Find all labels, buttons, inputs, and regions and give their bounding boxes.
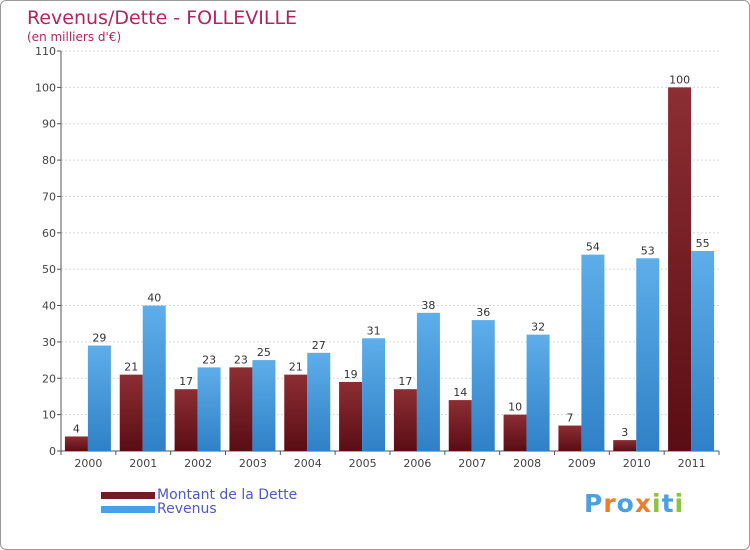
proxiti-logo: Proxiti bbox=[584, 489, 684, 518]
data-label-dette: 21 bbox=[124, 361, 138, 374]
x-tick-label: 2009 bbox=[568, 457, 596, 470]
y-tick-label: 60 bbox=[42, 227, 56, 240]
logo-letter: t bbox=[661, 489, 675, 518]
data-label-revenus: 53 bbox=[641, 244, 655, 257]
bar-revenus bbox=[362, 338, 386, 451]
x-tick-label: 2007 bbox=[458, 457, 486, 470]
bar-dette bbox=[64, 436, 88, 451]
y-tick-label: 100 bbox=[35, 81, 56, 94]
data-label-dette: 19 bbox=[344, 368, 358, 381]
x-tick-label: 2000 bbox=[74, 457, 102, 470]
bar-dette bbox=[393, 389, 417, 451]
data-label-dette: 17 bbox=[179, 375, 193, 388]
x-tick-label: 2005 bbox=[349, 457, 377, 470]
bar-revenus bbox=[87, 345, 111, 451]
y-tick-label: 20 bbox=[42, 372, 56, 385]
x-tick-label: 2002 bbox=[184, 457, 212, 470]
data-label-revenus: 29 bbox=[92, 332, 106, 345]
bar-dette bbox=[668, 87, 692, 451]
bar-revenus bbox=[471, 320, 495, 451]
x-tick-label: 2003 bbox=[239, 457, 267, 470]
data-label-dette: 21 bbox=[289, 361, 303, 374]
y-tick-label: 10 bbox=[42, 409, 56, 422]
x-tick-label: 2011 bbox=[678, 457, 706, 470]
bar-revenus bbox=[636, 258, 660, 451]
data-label-revenus: 23 bbox=[202, 353, 216, 366]
bar-dette bbox=[229, 367, 253, 451]
chart-title: Revenus/Dette - FOLLEVILLE bbox=[27, 7, 298, 29]
legend-label-dette: Montant de la Dette bbox=[157, 487, 298, 503]
y-tick-label: 40 bbox=[42, 300, 56, 313]
data-label-revenus: 27 bbox=[312, 339, 326, 352]
bar-revenus bbox=[416, 312, 440, 451]
legend-swatch-dette bbox=[101, 492, 155, 499]
x-tick-label: 2004 bbox=[294, 457, 322, 470]
bar-revenus bbox=[252, 360, 276, 451]
data-label-revenus: 31 bbox=[367, 324, 381, 337]
data-label-dette: 23 bbox=[234, 353, 248, 366]
y-tick-label: 30 bbox=[42, 336, 56, 349]
bar-revenus bbox=[307, 352, 331, 451]
y-tick-label: 50 bbox=[42, 263, 56, 276]
bar-dette bbox=[448, 400, 472, 451]
logo-letter: r bbox=[603, 489, 617, 518]
logo-letter: i bbox=[652, 489, 662, 518]
bar-dette bbox=[174, 389, 198, 451]
bar-revenus bbox=[142, 305, 166, 451]
data-label-revenus: 36 bbox=[476, 306, 490, 319]
data-label-revenus: 55 bbox=[696, 237, 710, 250]
data-label-dette: 100 bbox=[669, 73, 690, 86]
data-label-revenus: 38 bbox=[421, 299, 435, 312]
y-tick-label: 110 bbox=[35, 45, 56, 58]
data-label-dette: 4 bbox=[73, 422, 80, 435]
x-tick-label: 2010 bbox=[623, 457, 651, 470]
y-tick-label: 90 bbox=[42, 118, 56, 131]
chart-subtitle: (en milliers d'€) bbox=[27, 30, 122, 44]
bar-dette bbox=[503, 414, 527, 451]
data-label-dette: 14 bbox=[453, 386, 467, 399]
logo-letter: i bbox=[674, 489, 685, 518]
data-label-dette: 10 bbox=[508, 401, 522, 414]
y-tick-label: 0 bbox=[49, 445, 56, 458]
x-tick-label: 2008 bbox=[513, 457, 541, 470]
data-label-dette: 7 bbox=[566, 412, 573, 425]
logo-letter: o bbox=[616, 489, 635, 518]
bar-revenus bbox=[581, 254, 605, 451]
data-label-dette: 3 bbox=[621, 426, 628, 439]
logo-letter: P bbox=[584, 489, 604, 518]
legend-swatch-revenus bbox=[101, 506, 155, 513]
bar-revenus bbox=[197, 367, 221, 451]
x-tick-label: 2006 bbox=[403, 457, 431, 470]
bar-revenus bbox=[526, 334, 550, 451]
bar-dette bbox=[613, 440, 637, 451]
data-label-revenus: 25 bbox=[257, 346, 271, 359]
legend-label-revenus: Revenus bbox=[157, 501, 217, 517]
bar-dette bbox=[339, 381, 363, 451]
bar-dette bbox=[119, 374, 143, 451]
data-label-revenus: 54 bbox=[586, 241, 600, 254]
data-label-revenus: 40 bbox=[147, 292, 161, 305]
y-tick-label: 80 bbox=[42, 154, 56, 167]
data-label-dette: 17 bbox=[398, 375, 412, 388]
y-tick-label: 70 bbox=[42, 190, 56, 203]
data-label-revenus: 32 bbox=[531, 321, 545, 334]
x-tick-label: 2001 bbox=[129, 457, 157, 470]
bar-dette bbox=[558, 425, 582, 451]
logo-letter: x bbox=[634, 489, 652, 518]
bar-dette bbox=[284, 374, 308, 451]
bar-revenus bbox=[691, 251, 715, 451]
